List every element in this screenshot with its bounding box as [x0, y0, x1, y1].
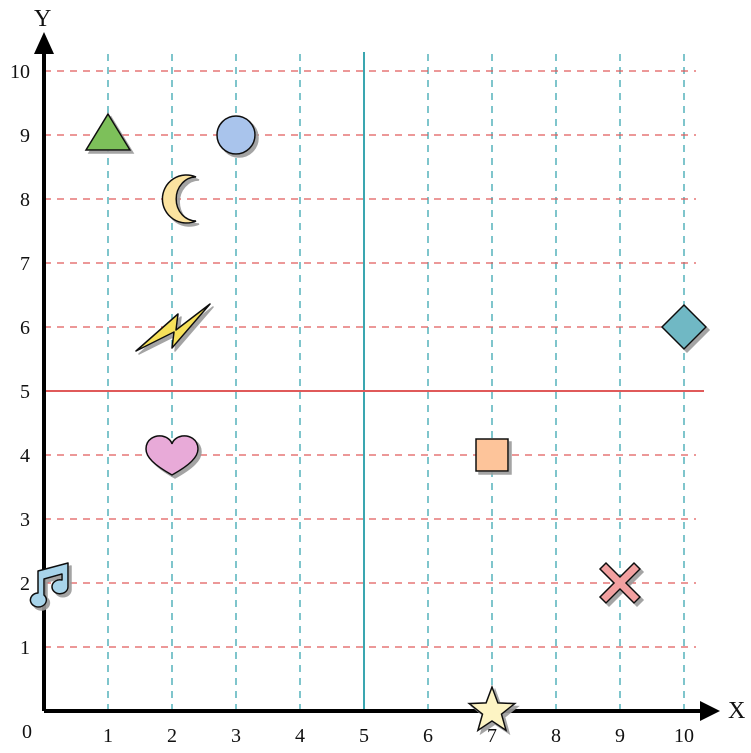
heart-marker [145, 435, 199, 476]
x-tick-label: 6 [423, 725, 433, 747]
y-tick-label: 2 [20, 573, 30, 595]
tick-labels: 1 2 3 4 5 6 7 8 9 10 1 2 3 4 5 6 7 8 9 10 [10, 61, 694, 747]
shape-markers [29, 112, 708, 733]
x-tick-label: 8 [551, 725, 561, 747]
crescent-moon-marker [161, 174, 197, 224]
triangle-marker [84, 112, 132, 151]
y-tick-label: 9 [20, 125, 30, 147]
y-tick-label: 4 [20, 445, 30, 467]
grid-lines [44, 52, 696, 711]
x-tick-label: 3 [231, 725, 241, 747]
music-note-marker [29, 562, 69, 608]
x-axis-label: X [728, 698, 745, 724]
x-cross-marker [598, 561, 642, 605]
y-axis-arrowhead [34, 32, 54, 54]
lightning-bolt-marker [135, 303, 211, 352]
y-tick-label: 5 [20, 381, 30, 403]
diamond-marker [660, 303, 708, 351]
square-marker [475, 438, 509, 472]
y-tick-label: 10 [10, 61, 30, 83]
x-axis-arrowhead [700, 701, 720, 721]
origin-label: 0 [22, 721, 32, 743]
reference-lines [44, 52, 704, 711]
y-tick-label: 8 [20, 189, 30, 211]
circle-marker [216, 115, 256, 155]
x-tick-label: 9 [615, 725, 625, 747]
x-tick-label: 7 [487, 725, 497, 747]
y-axis-label: Y [34, 6, 51, 32]
y-tick-label: 3 [20, 509, 30, 531]
y-tick-label: 7 [20, 253, 30, 275]
x-tick-label: 5 [359, 725, 369, 747]
y-tick-label: 1 [20, 637, 30, 659]
star-marker [467, 684, 517, 733]
x-tick-label: 1 [103, 725, 113, 747]
x-tick-label: 10 [674, 725, 694, 747]
x-tick-label: 2 [167, 725, 177, 747]
x-tick-label: 4 [295, 725, 305, 747]
y-tick-label: 6 [20, 317, 30, 339]
